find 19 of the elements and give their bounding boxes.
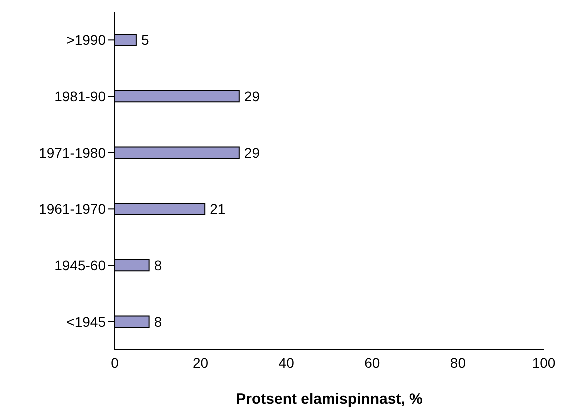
x-tick-label: 80: [450, 354, 466, 371]
data-label: 8: [154, 314, 162, 330]
x-tick-label: 40: [278, 354, 295, 371]
x-tick-label: 100: [532, 354, 556, 371]
data-label: 8: [154, 257, 162, 274]
x-tick-label: 20: [193, 354, 209, 371]
data-label: 29: [244, 144, 260, 161]
x-tick-label: 0: [111, 354, 120, 371]
data-label: 21: [210, 201, 226, 218]
y-tick-label: 1971-1980: [39, 144, 106, 161]
y-tick-label: <1945: [66, 314, 106, 330]
data-label: 5: [141, 32, 150, 48]
y-tick-label: 1945-60: [54, 257, 106, 274]
x-axis-title: Protsent elamispinnast, %: [236, 391, 423, 408]
data-label: 29: [244, 88, 260, 104]
x-tick-label: 60: [364, 354, 380, 371]
y-tick-label: 1961-1970: [39, 201, 106, 218]
y-tick-label: 1981-90: [54, 88, 106, 104]
y-tick-label: >1990: [66, 32, 106, 48]
